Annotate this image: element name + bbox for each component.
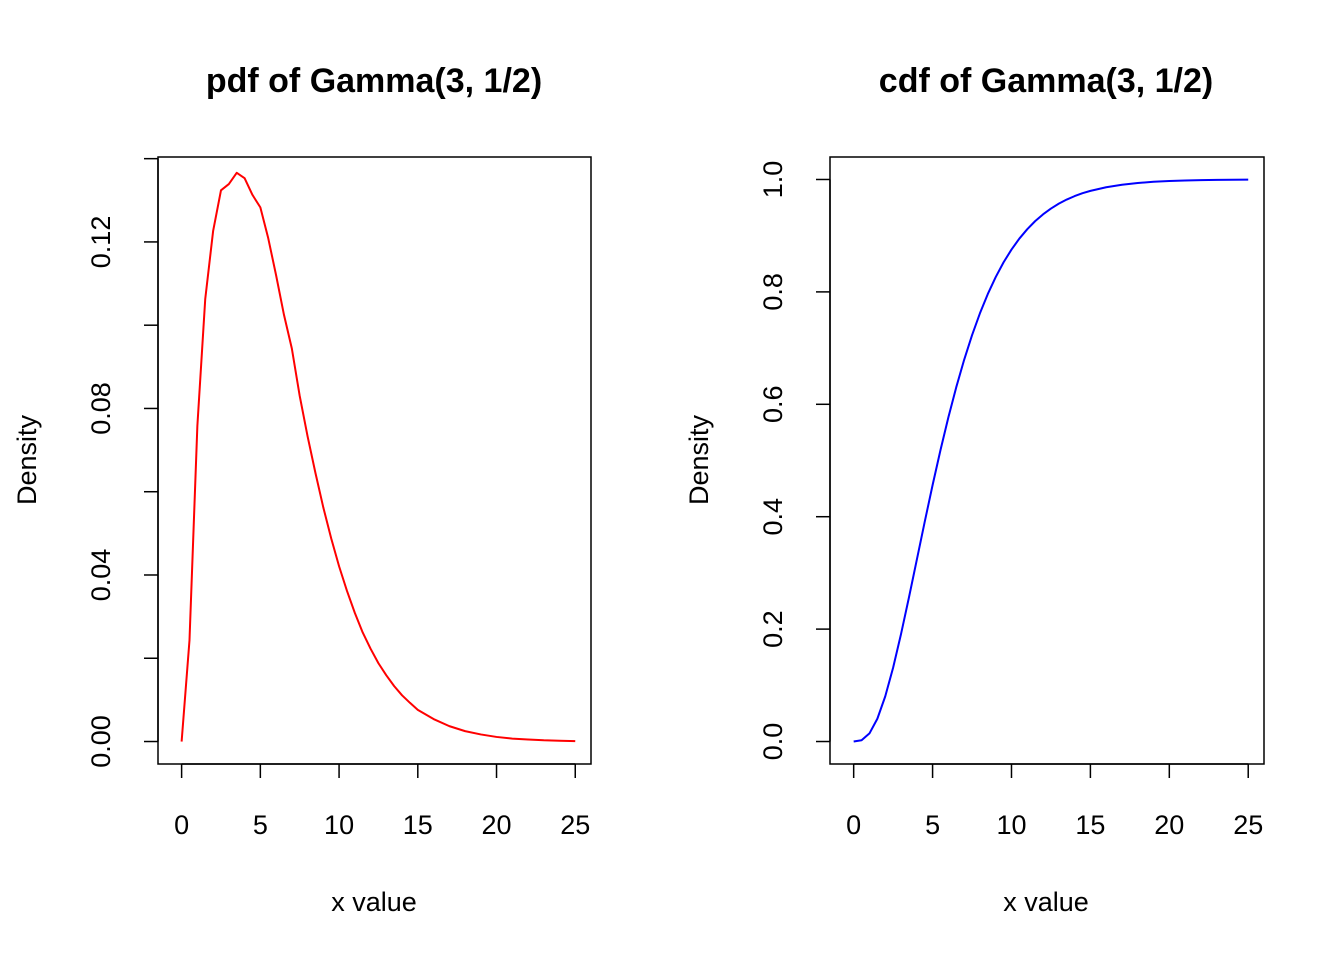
- cdf-x-tick-label: 20: [1154, 810, 1184, 840]
- pdf-x-tick-label: 5: [253, 810, 268, 840]
- pdf-y-tick-label: 0.08: [86, 382, 116, 435]
- pdf-y-tick-label: 0.00: [86, 715, 116, 768]
- pdf-y-axis-label: Density: [12, 414, 42, 505]
- pdf-panel: pdf of Gamma(3, 1/2) x value Density 0 5 1…: [12, 62, 592, 917]
- cdf-y-tick-label: 1.0: [758, 161, 788, 199]
- cdf-x-tick-label: 5: [925, 810, 940, 840]
- cdf-series-line: [853, 178, 1249, 743]
- pdf-y-ticks: 0.00 0.04 0.08 0.12: [86, 157, 159, 768]
- cdf-plot-frame: [829, 156, 1265, 765]
- cdf-y-ticks: 0.0 0.2 0.4 0.6 0.8 1.0: [758, 161, 831, 761]
- pdf-x-tick-label: 0: [174, 810, 189, 840]
- pdf-chart-title: pdf of Gamma(3, 1/2): [206, 62, 542, 100]
- cdf-x-tick-label: 10: [996, 810, 1026, 840]
- cdf-chart-title: cdf of Gamma(3, 1/2): [879, 62, 1213, 100]
- cdf-y-tick-label: 0.6: [758, 386, 788, 424]
- cdf-y-tick-label: 0.4: [758, 498, 788, 536]
- pdf-x-axis-label: x value: [331, 887, 417, 917]
- pdf-series-line: [180, 171, 576, 743]
- cdf-y-axis-label: Density: [684, 414, 714, 505]
- pdf-x-tick-label: 10: [324, 810, 354, 840]
- pdf-x-tick-label: 20: [482, 810, 512, 840]
- cdf-panel: cdf of Gamma(3, 1/2) x value Density 0 5 1…: [684, 62, 1265, 917]
- pdf-x-tick-label: 15: [403, 810, 433, 840]
- cdf-x-tick-label: 0: [846, 810, 861, 840]
- pdf-plot-frame: [157, 156, 592, 765]
- cdf-x-tick-label: 25: [1233, 810, 1263, 840]
- cdf-y-tick-label: 0.8: [758, 273, 788, 311]
- cdf-x-axis-label: x value: [1003, 887, 1089, 917]
- cdf-y-tick-label: 0.0: [758, 723, 788, 761]
- pdf-y-tick-label: 0.04: [86, 549, 116, 602]
- cdf-y-tick-label: 0.2: [758, 610, 788, 648]
- cdf-x-ticks: 0 5 10 15 20 25: [846, 763, 1263, 840]
- pdf-x-ticks: 0 5 10 15 20 25: [174, 763, 590, 840]
- cdf-x-tick-label: 15: [1075, 810, 1105, 840]
- pdf-y-tick-label: 0.12: [86, 216, 116, 269]
- pdf-x-tick-label: 25: [560, 810, 590, 840]
